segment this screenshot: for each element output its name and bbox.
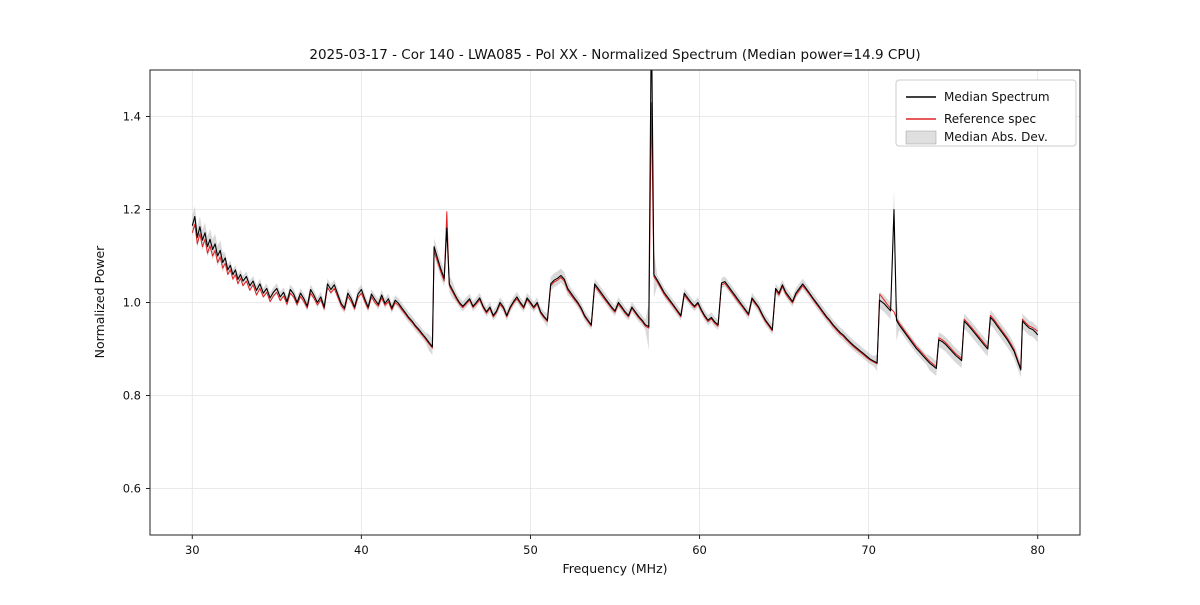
legend: Median Spectrum Reference spec Median Ab… [895, 79, 1077, 147]
x-tick-label: 30 [185, 543, 200, 557]
chart-title: 2025-03-17 - Cor 140 - LWA085 - Pol XX -… [309, 47, 920, 63]
legend-median-label: Median Spectrum [944, 90, 1050, 104]
series-group [191, 70, 1039, 378]
mad-band [192, 70, 1038, 378]
legend-reference-label: Reference spec [944, 112, 1036, 126]
y-tick-label: 1.4 [123, 110, 141, 124]
x-tick-label: 40 [354, 543, 369, 557]
legend-frame [895, 79, 1077, 147]
y-tick-label: 1.0 [123, 296, 141, 310]
y-tick-label: 0.6 [123, 482, 141, 496]
reference-spectrum-line [191, 102, 1039, 369]
y-tick-label: 0.8 [123, 389, 141, 403]
median-spectrum-line [191, 70, 1039, 371]
legend-mad-patch-sample [905, 130, 937, 145]
y-tick-label: 1.2 [123, 203, 141, 217]
x-tick-label: 80 [1030, 543, 1045, 557]
legend-mad-label: Median Abs. Dev. [944, 130, 1048, 144]
x-tick-label: 50 [523, 543, 538, 557]
x-axis-label: Frequency (MHz) [562, 561, 667, 576]
x-tick-label: 70 [861, 543, 876, 557]
axis-ticks: 30 40 50 60 70 80 0.6 0.8 1.0 1.2 1.4 [123, 110, 1045, 558]
x-tick-label: 60 [692, 543, 707, 557]
gridlines [150, 70, 1080, 535]
y-axis-label: Normalized Power [92, 245, 107, 359]
